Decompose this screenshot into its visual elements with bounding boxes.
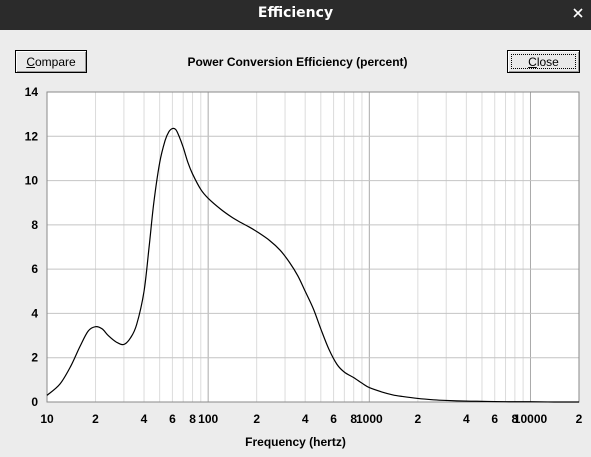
y-tick-label: 10 xyxy=(25,174,39,188)
x-tick-label: 2 xyxy=(92,412,99,426)
compare-accel: C xyxy=(26,55,35,69)
close-icon[interactable] xyxy=(567,2,589,24)
window-title: Efficiency xyxy=(257,5,334,21)
plot-border xyxy=(46,91,580,403)
x-tick-label: 6 xyxy=(169,412,176,426)
x-tick-label: 2 xyxy=(576,412,583,426)
y-tick-label: 8 xyxy=(31,218,38,232)
x-tick-label: 8 xyxy=(512,412,519,426)
x-tick-label: 8 xyxy=(189,412,196,426)
y-tick-label: 6 xyxy=(31,262,38,276)
compare-label-rest: ompare xyxy=(34,55,76,69)
x-tick-label: 100 xyxy=(198,412,218,426)
x-tick-label: 10000 xyxy=(514,412,548,426)
y-tick-label: 0 xyxy=(31,395,38,409)
title-bar: Efficiency xyxy=(0,0,591,30)
x-tick-label: 2 xyxy=(253,412,260,426)
y-tick-label: 12 xyxy=(25,129,39,143)
chart-title: Power Conversion Efficiency (percent) xyxy=(187,55,408,69)
x-tick-label: 4 xyxy=(141,412,148,426)
x-tick-label: 6 xyxy=(491,412,498,426)
x-tick-label: 4 xyxy=(463,412,470,426)
efficiency-series-line xyxy=(46,127,580,403)
x-tick-label: 6 xyxy=(330,412,337,426)
x-tick-label: 10 xyxy=(40,412,54,426)
x-tick-label: 4 xyxy=(302,412,309,426)
y-tick-label: 4 xyxy=(31,306,38,320)
x-axis-label: Frequency (hertz) xyxy=(245,435,346,449)
compare-button[interactable]: Compare xyxy=(15,50,87,73)
y-tick-label: 14 xyxy=(25,85,39,99)
close-accel: C xyxy=(528,55,537,69)
close-button[interactable]: Close xyxy=(507,50,580,73)
plot-area xyxy=(47,92,579,402)
y-tick-label: 2 xyxy=(31,351,38,365)
x-tick-label: 2 xyxy=(414,412,421,426)
close-label-rest: lose xyxy=(536,55,559,69)
x-tick-label: 1000 xyxy=(356,412,383,426)
x-tick-label: 8 xyxy=(350,412,357,426)
